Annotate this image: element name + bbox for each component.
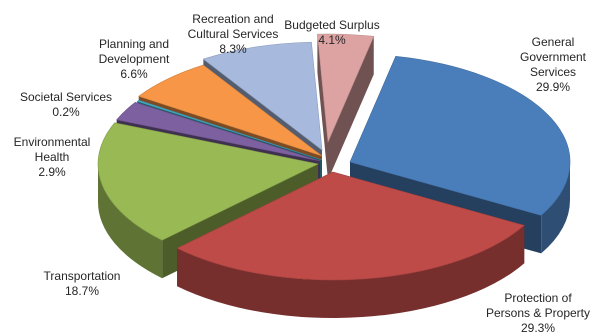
slice-3 xyxy=(116,102,321,162)
slice-tops xyxy=(97,33,571,281)
slice-4 xyxy=(136,99,323,161)
slice-7 xyxy=(317,33,375,144)
slice-6 xyxy=(202,41,323,151)
data-label-3: Environmental Health 2.9% xyxy=(14,135,91,179)
slice-5 xyxy=(138,64,323,157)
slice-side-7 xyxy=(317,34,374,181)
slice-labels: General Government Services 29.9% Protection… xyxy=(14,12,590,335)
data-label-1: Protection of Persons & Property 29.3% xyxy=(486,291,590,335)
slice-2 xyxy=(97,122,319,241)
data-label-7: Budgeted Surplus 4.1% xyxy=(284,18,379,47)
data-label-0: General Government Services 29.9% xyxy=(520,35,587,94)
data-label-4: Societal Services 0.2% xyxy=(20,90,112,119)
data-label-2: Transportation 18.7% xyxy=(44,269,121,298)
data-label-6: Recreation and Cultural Services 8.3% xyxy=(188,12,279,56)
data-label-5: Planning and Development 6.6% xyxy=(99,37,170,81)
slice-1 xyxy=(176,171,525,281)
slice-0 xyxy=(349,56,571,216)
